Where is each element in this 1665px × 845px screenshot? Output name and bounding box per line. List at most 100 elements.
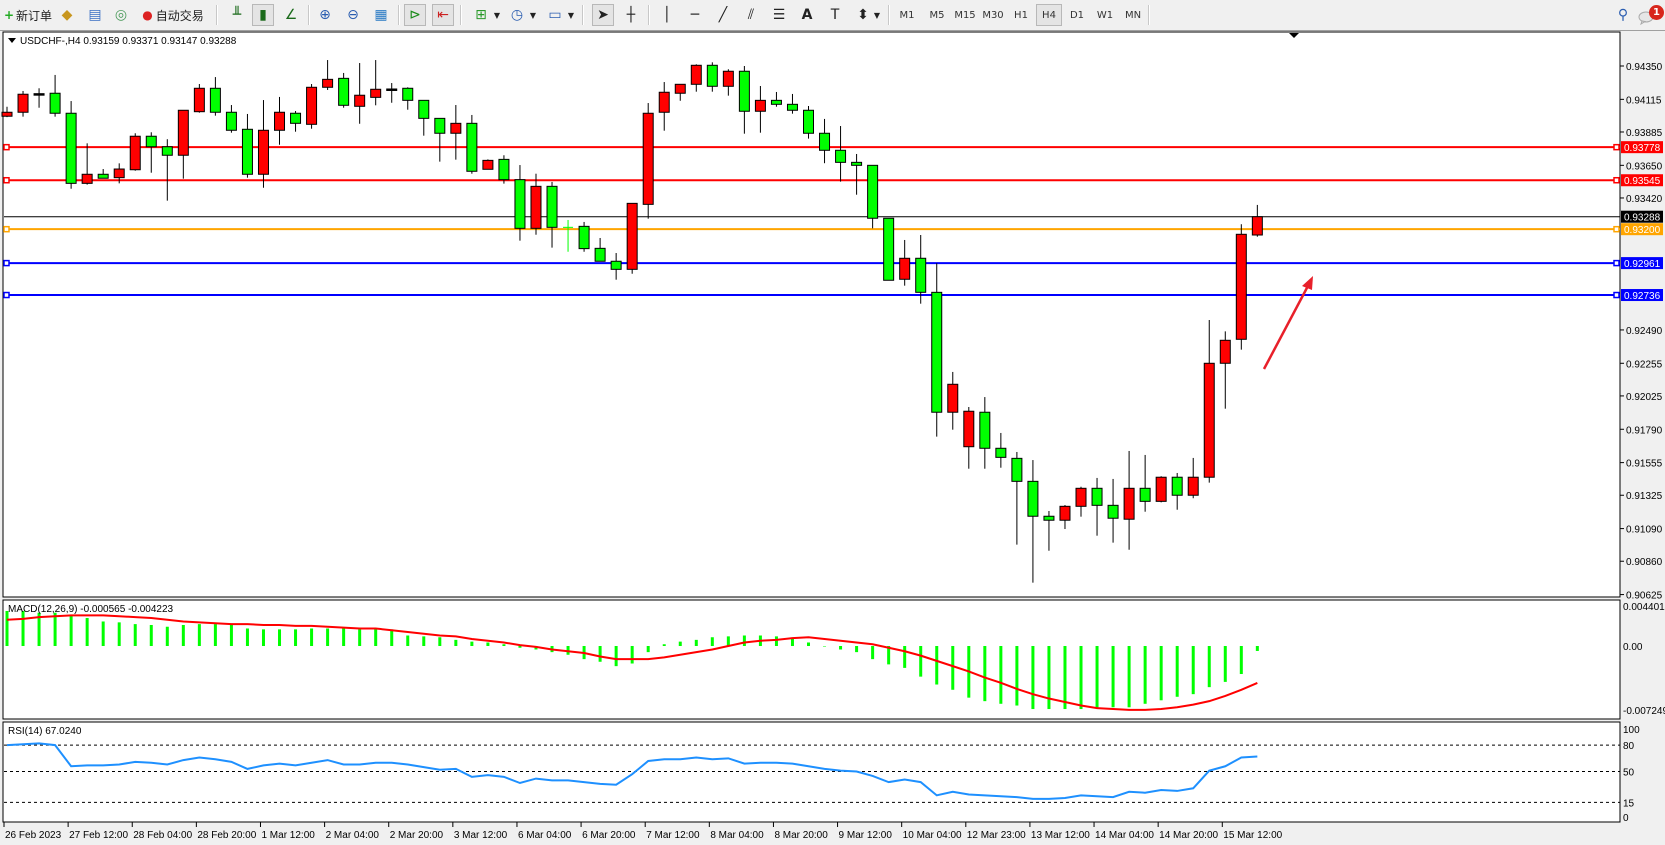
candle-body-bullish — [690, 64, 702, 85]
candle-body-bullish — [1251, 216, 1263, 236]
time-label: 28 Feb 20:00 — [197, 830, 256, 841]
candle-body-bearish — [1027, 480, 1039, 517]
macd-pane[interactable] — [2, 599, 1621, 720]
periods-dropdown-icon[interactable]: ▼ — [529, 10, 537, 20]
macd-histogram-bar — [374, 629, 378, 646]
time-label: 7 Mar 12:00 — [646, 830, 700, 841]
horizontal-line-icon[interactable]: ─ — [690, 7, 700, 23]
zoom-in-icon[interactable]: ⊕ — [319, 7, 331, 23]
indicators-dropdown-icon[interactable]: ▼ — [493, 10, 501, 20]
fibonacci-icon[interactable]: ☰ — [772, 7, 786, 23]
candle — [915, 235, 927, 304]
price-tick-label: 0.92255 — [1626, 359, 1663, 370]
timeframe-mn[interactable]: MN — [1124, 9, 1142, 21]
candle-body-bearish — [145, 135, 157, 148]
macd-histogram-bar — [518, 646, 522, 648]
candle-body-bearish — [290, 112, 302, 124]
candle — [658, 82, 670, 131]
macd-histogram-bar — [486, 642, 490, 646]
candle-body-bearish — [434, 117, 446, 134]
macd-signal-line — [6, 614, 1258, 711]
auto-scroll-icon[interactable]: ⊳ — [404, 4, 426, 26]
timeframe-w1[interactable]: W1 — [1096, 9, 1114, 21]
macd-histogram-bar — [807, 642, 810, 646]
price-level-tag — [1621, 223, 1663, 236]
macd-histogram-bar — [1047, 646, 1051, 710]
search-icon[interactable]: ⚲ — [1617, 7, 1629, 23]
crosshair-icon[interactable]: ┼ — [626, 7, 636, 23]
macd-histogram-bar — [1079, 646, 1083, 710]
notifications-button[interactable]: 1 — [1636, 4, 1664, 26]
candle — [241, 113, 253, 178]
timeframe-m15[interactable]: M15 — [954, 9, 976, 21]
timeframe-h4[interactable]: H4 — [1036, 4, 1062, 26]
signals-icon[interactable]: ◎ — [114, 7, 128, 23]
auto-trading-button[interactable]: ● 自动交易 — [136, 4, 210, 26]
bar-chart-icon[interactable]: ╨ — [232, 7, 242, 23]
timeframe-d1[interactable]: D1 — [1069, 9, 1085, 21]
candle-body-bullish — [482, 159, 494, 170]
candle — [1235, 224, 1247, 350]
candle — [49, 74, 61, 117]
time-label: 3 Mar 12:00 — [454, 830, 508, 841]
arrows-dropdown-icon[interactable]: ▼ — [873, 10, 881, 20]
macd-histogram-bar — [823, 646, 827, 647]
tile-windows-icon[interactable]: ▦ — [374, 7, 388, 23]
timeframe-m1[interactable]: M1 — [899, 9, 915, 21]
candlestick-chart-icon[interactable]: ▮ — [252, 4, 274, 26]
candle — [803, 106, 814, 139]
text-icon[interactable]: A — [801, 7, 813, 23]
candle-body-bullish — [642, 112, 654, 205]
cursor-arrow-icon[interactable]: ➤ — [592, 4, 614, 26]
symbol-menu-icon[interactable] — [8, 38, 16, 43]
periods-clock-icon[interactable]: ◷ — [510, 7, 524, 23]
line-chart-icon[interactable]: ∠ — [284, 7, 298, 23]
level-handle-left — [3, 176, 10, 184]
chart-shift-icon[interactable]: ⇤ — [432, 4, 454, 26]
macd-histogram-bar — [85, 617, 89, 646]
candle — [306, 84, 318, 129]
macd-histogram-bar — [630, 646, 634, 664]
price-level-label: 0.93778 — [1624, 143, 1661, 154]
candle-body-bearish — [931, 291, 943, 413]
candle — [626, 202, 638, 274]
timeframe-h1[interactable]: H1 — [1014, 9, 1028, 21]
trendline-icon[interactable]: ╱ — [718, 7, 728, 23]
candle — [1123, 450, 1135, 550]
candle — [963, 406, 975, 469]
toolbar: + 新订单 ◆ ▤ ◎ ● 自动交易 ╨ ▮ ∠ ⊕ ⊖ ▦ ⊳ ⇤ ⊞ ▼ ◷… — [0, 0, 1665, 31]
candle — [354, 63, 366, 124]
equidistant-channel-icon[interactable]: ⫽ — [747, 7, 755, 23]
candle — [1203, 320, 1215, 483]
templates-dropdown-icon[interactable]: ▼ — [567, 10, 575, 20]
vertical-line-icon[interactable]: │ — [662, 7, 672, 23]
macd-histogram-bar — [1015, 646, 1019, 706]
macd-histogram-bar — [839, 646, 843, 650]
zoom-out-icon[interactable]: ⊖ — [347, 7, 359, 23]
timeframe-m5[interactable]: M5 — [929, 9, 945, 21]
candle-body-bullish — [113, 168, 125, 179]
candle-body-bearish — [979, 411, 991, 449]
templates-icon[interactable]: ▭ — [548, 7, 562, 23]
market-watch-icon[interactable]: ◆ — [61, 7, 73, 23]
arrows-icon[interactable]: ⬍ — [857, 7, 869, 23]
text-label-icon[interactable]: T — [830, 7, 840, 23]
macd-histogram-bar — [871, 646, 875, 660]
level-handle-left — [3, 225, 10, 233]
candle — [931, 263, 943, 437]
candle — [33, 88, 45, 108]
price-tick-label: 0.92025 — [1626, 392, 1663, 403]
timeframe-m30[interactable]: M30 — [982, 9, 1004, 21]
time-label: 28 Feb 04:00 — [133, 830, 192, 841]
indicators-icon[interactable]: ⊞ — [475, 7, 487, 23]
navigator-icon[interactable]: ▤ — [88, 7, 102, 23]
candle — [786, 93, 798, 114]
chart-shift-marker-icon[interactable] — [1289, 33, 1299, 38]
macd-histogram-bar — [855, 646, 859, 653]
level-handle-left — [3, 291, 10, 299]
candle — [482, 159, 494, 170]
new-order-button[interactable]: + 新订单 — [2, 4, 54, 26]
candle-body-bearish — [915, 257, 927, 293]
macd-histogram-bar — [1191, 646, 1195, 695]
